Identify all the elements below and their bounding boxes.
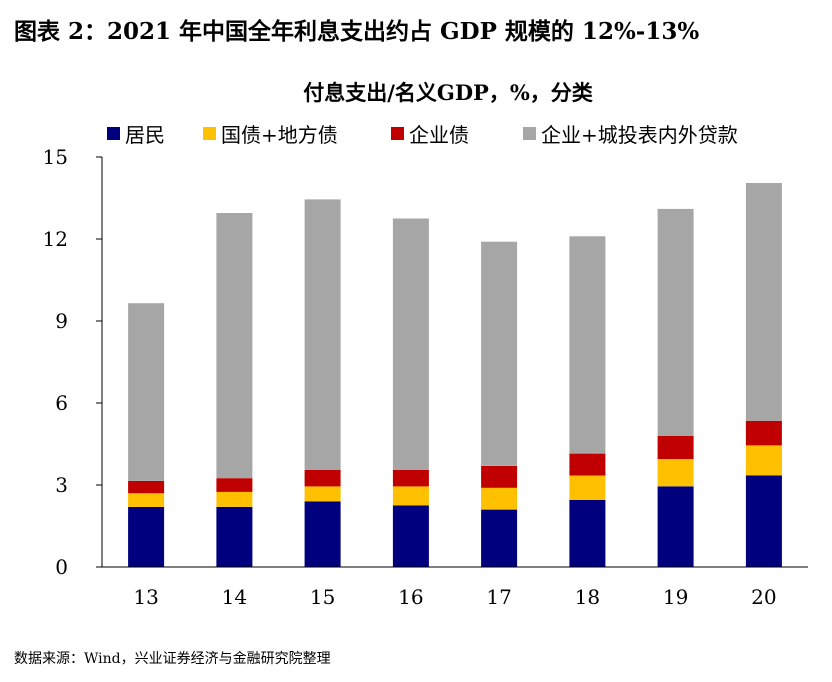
x-tick-label: 16 bbox=[398, 585, 423, 609]
bar-16-series-4 bbox=[392, 218, 429, 470]
bar-16-series-1 bbox=[392, 505, 429, 567]
bar-15-series-4 bbox=[304, 199, 341, 470]
x-tick-label: 13 bbox=[133, 585, 158, 609]
bar-19-series-4 bbox=[657, 208, 694, 436]
bar-18-series-4 bbox=[569, 236, 606, 454]
legend: 居民 国债+地方债 企业债 企业+城投表内外贷款 bbox=[107, 123, 738, 147]
legend-swatch-4 bbox=[523, 127, 536, 140]
legend-swatch-1 bbox=[107, 127, 120, 140]
bar-13-series-2 bbox=[128, 493, 165, 507]
bar-16-series-2 bbox=[392, 486, 429, 506]
y-tick-label: 3 bbox=[55, 473, 68, 497]
bar-14-series-3 bbox=[216, 478, 253, 492]
bar-13-series-4 bbox=[128, 303, 165, 481]
bar-20-series-3 bbox=[745, 420, 782, 446]
bar-15-series-3 bbox=[304, 470, 341, 487]
bar-18-series-1 bbox=[569, 500, 606, 567]
x-tick-label: 18 bbox=[575, 585, 600, 609]
legend-label-2: 国债+地方债 bbox=[221, 123, 338, 147]
bar-17-series-3 bbox=[481, 465, 518, 488]
y-tick-label: 6 bbox=[55, 391, 68, 415]
bar-13-series-1 bbox=[128, 506, 165, 567]
plot-area: 13 14 15 16 17 18 19 20 0 3 6 9 12 15 bbox=[43, 145, 808, 609]
x-tick-label: 20 bbox=[751, 585, 776, 609]
x-tick-label: 19 bbox=[663, 585, 688, 609]
bar-14-series-1 bbox=[216, 506, 253, 567]
y-tick-label: 0 bbox=[55, 555, 68, 579]
bar-18-series-3 bbox=[569, 453, 606, 476]
bar-20-series-2 bbox=[745, 445, 782, 476]
bar-17-series-1 bbox=[481, 509, 518, 567]
bar-15-series-2 bbox=[304, 486, 341, 502]
bar-17-series-2 bbox=[481, 487, 518, 510]
bar-17-series-4 bbox=[481, 241, 518, 466]
legend-label-4: 企业+城投表内外贷款 bbox=[541, 123, 738, 147]
legend-label-1: 居民 bbox=[125, 123, 165, 147]
y-tick-label: 12 bbox=[43, 227, 68, 251]
x-tick-label: 14 bbox=[222, 585, 247, 609]
bar-15-series-1 bbox=[304, 501, 341, 567]
x-tick-label: 17 bbox=[486, 585, 511, 609]
y-tick-label: 9 bbox=[55, 309, 68, 333]
source-note: 数据来源：Wind，兴业证券经济与金融研究院整理 bbox=[14, 651, 331, 667]
x-tick-label: 15 bbox=[310, 585, 335, 609]
y-tick-label: 15 bbox=[43, 145, 68, 169]
figure-title: 图表 2：2021 年中国全年利息支出约占 GDP 规模的 12%-13% bbox=[14, 18, 700, 45]
bar-20-series-1 bbox=[745, 475, 782, 567]
chart-title: 付息支出/名义GDP，%，分类 bbox=[303, 80, 594, 105]
bar-14-series-4 bbox=[216, 213, 253, 479]
bar-18-series-2 bbox=[569, 475, 606, 500]
legend-label-3: 企业债 bbox=[409, 123, 469, 147]
bar-16-series-3 bbox=[392, 470, 429, 487]
bar-14-series-2 bbox=[216, 491, 253, 507]
legend-swatch-3 bbox=[391, 127, 404, 140]
legend-swatch-2 bbox=[203, 127, 216, 140]
bar-19-series-1 bbox=[657, 486, 694, 567]
bar-19-series-2 bbox=[657, 459, 694, 487]
bar-13-series-3 bbox=[128, 480, 165, 494]
bar-20-series-4 bbox=[745, 183, 782, 421]
bar-19-series-3 bbox=[657, 435, 694, 459]
